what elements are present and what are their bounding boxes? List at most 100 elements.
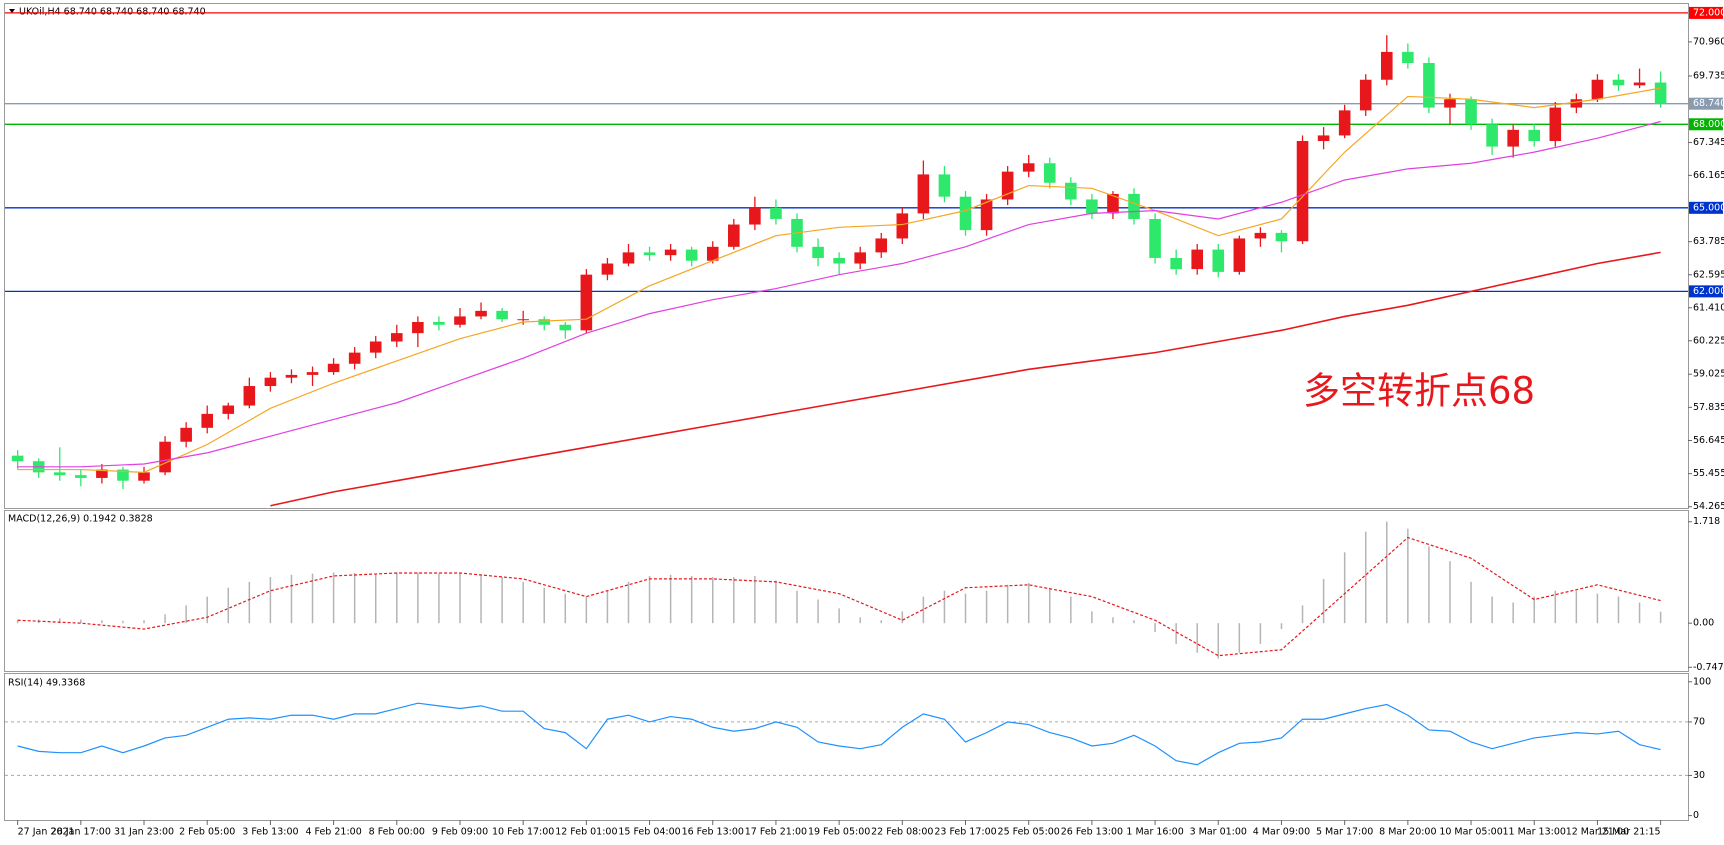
- candle-body: [1549, 107, 1562, 141]
- level-tag: [1689, 285, 1723, 298]
- level-tag: [1689, 97, 1723, 110]
- candle-body: [369, 341, 382, 353]
- x-tick-label: 15 Feb 04:00: [618, 827, 680, 838]
- candle-body: [412, 321, 424, 334]
- price-panel: [4, 3, 1689, 509]
- candle-body: [601, 263, 614, 275]
- level-label: 65.000: [1693, 202, 1724, 213]
- y-tick-label: 61.410: [1693, 302, 1724, 313]
- candle-body: [159, 441, 171, 473]
- macd-signal: [17, 536, 1661, 657]
- candle-body: [622, 252, 635, 264]
- y-tick-label: 54.265: [1693, 501, 1724, 512]
- candle-body: [1275, 232, 1288, 242]
- candle-body: [117, 469, 129, 481]
- moving-average: [17, 120, 1661, 468]
- candle-body: [475, 310, 487, 317]
- candle-body: [1107, 193, 1119, 214]
- x-tick-label: 22 Feb 08:00: [871, 827, 933, 838]
- candle-body: [1128, 193, 1140, 219]
- candle-body: [1022, 163, 1035, 172]
- macd-panel: [4, 510, 1689, 672]
- x-tick-label: 10 Mar 05:00: [1439, 827, 1502, 838]
- candle-body: [454, 316, 466, 325]
- candle-body: [264, 377, 277, 387]
- x-tick-label: 9 Feb 09:00: [432, 827, 488, 838]
- candle-body: [1507, 129, 1519, 147]
- x-tick-label: 15 Mar 21:15: [1597, 827, 1660, 838]
- candle-body: [1380, 51, 1393, 80]
- candle-body: [1296, 140, 1309, 242]
- y-tick-label: 60.225: [1693, 335, 1724, 346]
- candle-body: [201, 413, 214, 428]
- candle-body: [1233, 238, 1246, 272]
- candle-body: [728, 224, 740, 247]
- x-tick-label: 3 Feb 13:00: [242, 827, 298, 838]
- y-tick-label: 55.455: [1693, 468, 1724, 479]
- level-label: 68.740: [1693, 98, 1724, 109]
- candle-body: [517, 319, 529, 321]
- candle-body: [559, 324, 572, 331]
- x-tick-label: 12 Feb 01:00: [555, 827, 617, 838]
- x-tick-label: 31 Jan 23:00: [114, 827, 174, 838]
- x-tick-label: 25 Feb 05:00: [998, 827, 1060, 838]
- y-tick-label: 100: [1693, 676, 1711, 687]
- candle-body: [327, 363, 340, 373]
- candle-body: [959, 196, 972, 231]
- candle-body: [1528, 129, 1541, 141]
- candle-body: [1486, 124, 1498, 147]
- x-tick-label: 12 Mar 21:00: [1566, 827, 1629, 838]
- candle-body: [433, 321, 445, 325]
- candle-body: [1654, 82, 1667, 104]
- candle-body: [896, 213, 909, 239]
- candle-body: [1001, 171, 1014, 200]
- candle-body: [1170, 257, 1182, 270]
- moving-average: [17, 87, 1661, 473]
- candle-body: [306, 372, 319, 375]
- candle-body: [770, 207, 782, 219]
- macd-title: MACD(12,26,9) 0.1942 0.3828: [8, 514, 153, 525]
- x-tick-label: 23 Feb 17:00: [934, 827, 996, 838]
- candle-body: [390, 333, 403, 342]
- candle-body: [833, 257, 845, 264]
- y-tick-label: 67.345: [1693, 137, 1724, 148]
- candle-body: [664, 249, 677, 256]
- y-tick-label: 63.785: [1693, 236, 1724, 247]
- candle-body: [1212, 249, 1225, 272]
- candle-body: [580, 274, 593, 331]
- level-tag: [1689, 118, 1723, 131]
- y-tick-label: 69.735: [1693, 70, 1724, 81]
- level-label: 72.000: [1693, 7, 1724, 18]
- candle-body: [1338, 110, 1351, 136]
- candle-body: [1591, 79, 1604, 100]
- candle-body: [1612, 79, 1625, 86]
- y-tick-label: -0.7475: [1693, 662, 1724, 673]
- candle-body: [1086, 199, 1098, 214]
- candle-body: [243, 386, 256, 406]
- rsi-panel: [4, 673, 1689, 821]
- candle-body: [1359, 79, 1372, 111]
- candle-body: [854, 252, 866, 264]
- x-tick-label: 3 Mar 01:00: [1190, 827, 1247, 838]
- level-tag: [1689, 6, 1723, 19]
- candle-body: [53, 472, 66, 476]
- y-tick-label: 57.835: [1693, 402, 1724, 413]
- y-tick-label: 0.00: [1693, 618, 1714, 629]
- y-tick-label: 0: [1693, 810, 1699, 821]
- x-tick-label: 16 Feb 13:00: [682, 827, 744, 838]
- x-tick-label: 27 Jan 2021: [18, 827, 75, 838]
- candle-body: [706, 246, 719, 261]
- x-tick-label: 4 Feb 21:00: [305, 827, 361, 838]
- candle-body: [138, 472, 150, 481]
- x-tick-label: 17 Feb 21:00: [745, 827, 807, 838]
- x-tick-label: 2 Feb 05:00: [179, 827, 235, 838]
- level-tag: [1689, 201, 1723, 214]
- rsi-title: RSI(14) 49.3368: [8, 678, 85, 689]
- candle-body: [496, 310, 508, 320]
- candle-body: [285, 374, 298, 378]
- y-tick-label: 1.718: [1693, 516, 1720, 527]
- candle-body: [1254, 232, 1267, 239]
- candle-body: [1570, 99, 1583, 108]
- candle-body: [1423, 63, 1435, 108]
